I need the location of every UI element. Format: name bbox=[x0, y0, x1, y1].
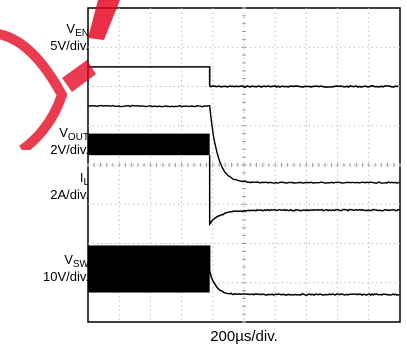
channel-l-symbol: I bbox=[79, 170, 84, 185]
channel-en-subscript: EN bbox=[75, 28, 89, 39]
trace-en bbox=[88, 66, 399, 88]
traces bbox=[87, 66, 400, 297]
trace-l-ripple bbox=[88, 133, 210, 156]
channel-label-sw: VSW 10V/div. bbox=[43, 252, 89, 284]
channel-sw-subscript: SW bbox=[72, 259, 89, 270]
channel-en-scale: 5V/div. bbox=[50, 38, 89, 53]
channel-sw-symbol: V bbox=[64, 252, 73, 267]
trace-l bbox=[208, 155, 400, 227]
trace-sw-burst bbox=[88, 245, 210, 293]
channel-label-en: VEN 5V/div. bbox=[50, 21, 89, 53]
channel-out-subscript: OUT bbox=[67, 132, 89, 143]
channel-label-out: VOUT 2V/div. bbox=[50, 125, 89, 157]
channel-out-symbol: V bbox=[59, 125, 68, 140]
channel-out-scale: 2V/div. bbox=[50, 142, 89, 157]
trace-out bbox=[87, 104, 400, 184]
trace-sw bbox=[208, 245, 400, 297]
x-axis-label: 200µs/div. bbox=[210, 328, 278, 345]
channel-label-l: IL 2A/div. bbox=[50, 170, 89, 202]
channel-l-subscript: L bbox=[83, 177, 89, 188]
channel-l-scale: 2A/div. bbox=[50, 187, 89, 202]
channel-en-symbol: V bbox=[66, 21, 76, 36]
channel-sw-scale: 10V/div. bbox=[42, 269, 89, 284]
